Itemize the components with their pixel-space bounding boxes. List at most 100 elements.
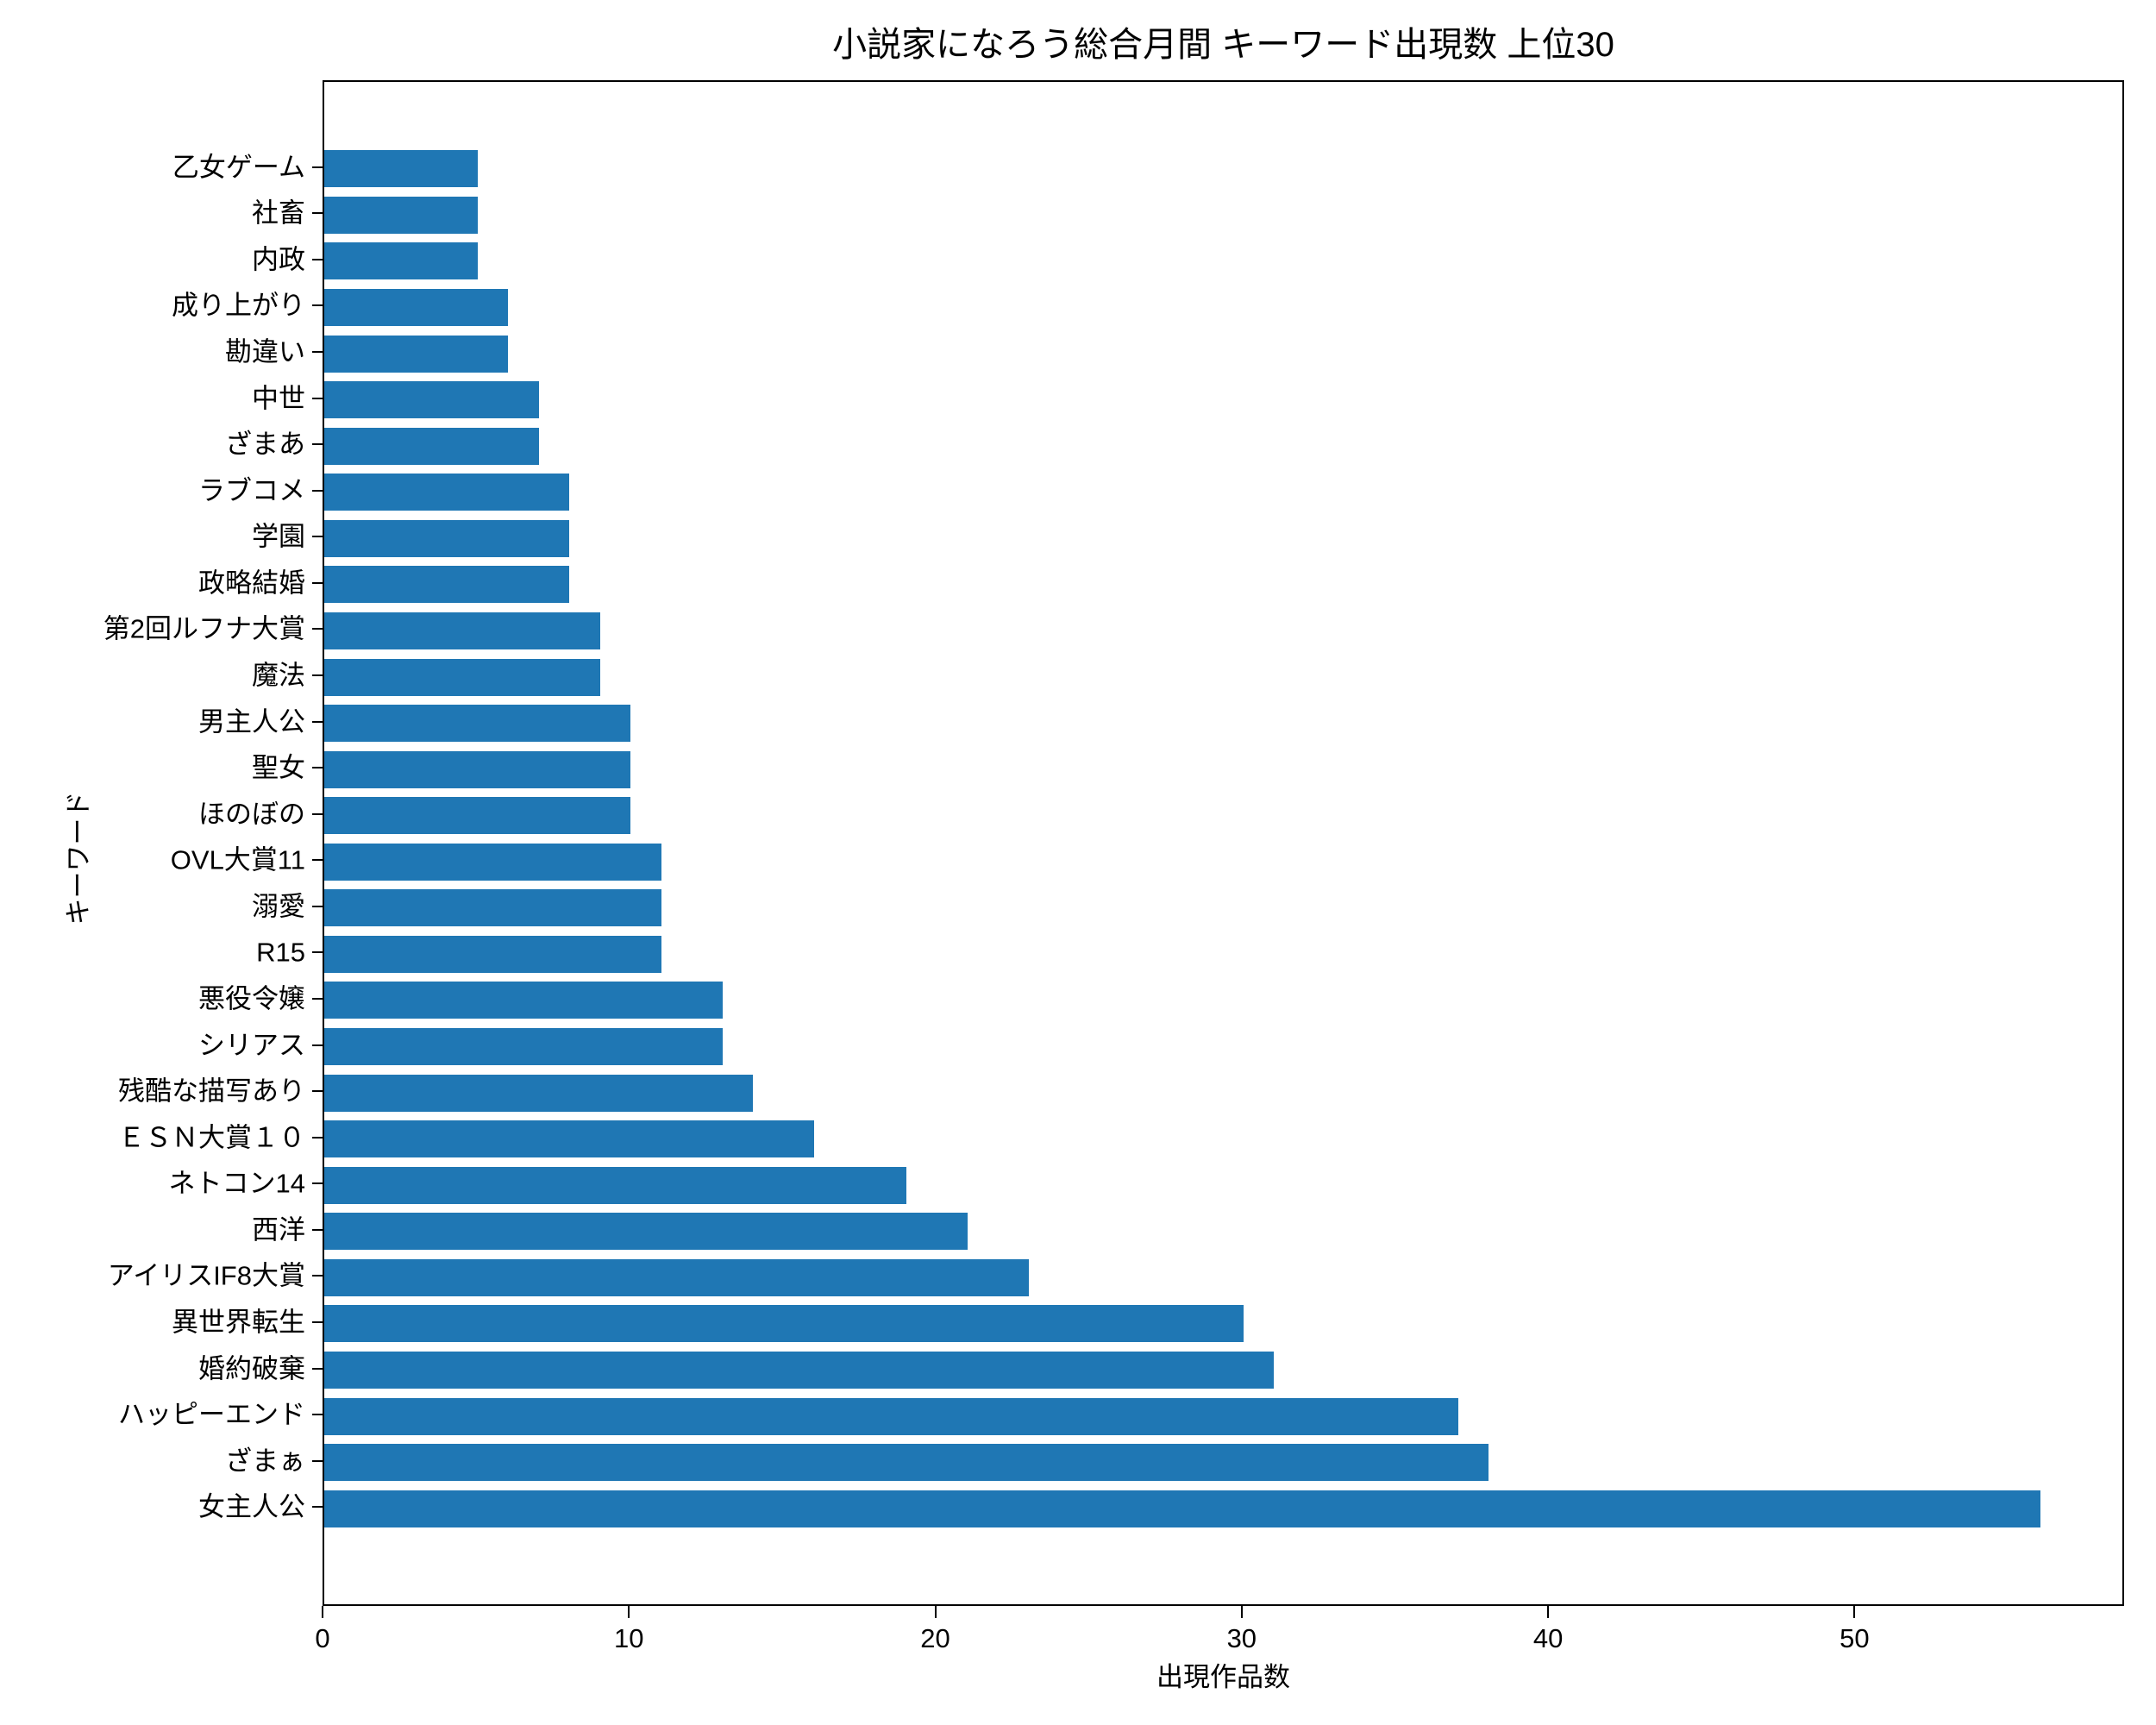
bar-26 — [324, 1305, 1244, 1343]
y-tick-label: ざまあ — [225, 429, 305, 460]
y-tick-mark — [312, 1182, 323, 1185]
y-tick-mark — [312, 166, 323, 168]
y-tick-label: 残酷な描写あり — [118, 1076, 305, 1107]
y-tick-mark — [312, 1459, 323, 1462]
bar-24 — [324, 1213, 968, 1251]
x-tick-label: 50 — [1839, 1623, 1870, 1653]
x-tick-label: 40 — [1532, 1623, 1564, 1653]
y-tick-label: 学園 — [252, 521, 305, 552]
y-tick-label: ほのぼの — [198, 799, 305, 830]
y-tick-label: アイリスIF8大賞 — [107, 1260, 305, 1291]
y-tick-label: 乙女ゲーム — [172, 152, 305, 183]
bar-18 — [324, 935, 661, 973]
y-tick-mark — [312, 1414, 323, 1416]
y-tick-label: 第2回ルフナ大賞 — [103, 613, 305, 644]
x-tick-mark — [1240, 1606, 1243, 1618]
y-tick-mark — [312, 1320, 323, 1323]
bar-9 — [324, 519, 570, 557]
bar-4 — [324, 288, 509, 326]
bar-6 — [324, 381, 539, 419]
y-tick-mark — [312, 905, 323, 907]
y-tick-label: 勘違い — [225, 336, 305, 367]
y-tick-label: 聖女 — [252, 752, 305, 783]
y-tick-label: ハッピーエンド — [118, 1399, 305, 1430]
y-tick-mark — [312, 536, 323, 538]
y-tick-label: ラブコメ — [198, 475, 305, 506]
bar-20 — [324, 1028, 723, 1066]
y-tick-mark — [312, 581, 323, 584]
y-tick-mark — [312, 443, 323, 446]
y-tick-label: 異世界転生 — [172, 1307, 305, 1338]
bar-22 — [324, 1120, 815, 1158]
y-tick-label: 溺愛 — [252, 891, 305, 922]
bar-14 — [324, 750, 631, 788]
y-tick-label: 中世 — [252, 383, 305, 414]
y-tick-mark — [312, 1228, 323, 1231]
y-tick-label: シリアス — [198, 1030, 305, 1061]
y-tick-label: ＥＳＮ大賞１０ — [118, 1122, 305, 1153]
y-tick-mark — [312, 859, 323, 862]
bar-3 — [324, 242, 478, 280]
x-tick-mark — [322, 1606, 323, 1618]
bar-15 — [324, 797, 631, 835]
bar-1 — [324, 150, 478, 188]
y-tick-mark — [312, 258, 323, 260]
y-tick-mark — [312, 951, 323, 954]
y-tick-mark — [312, 1136, 323, 1138]
y-tick-mark — [312, 720, 323, 723]
x-tick-mark — [1853, 1606, 1856, 1618]
y-tick-label: 男主人公 — [198, 706, 305, 737]
y-tick-mark — [312, 674, 323, 677]
bar-21 — [324, 1074, 754, 1112]
y-tick-mark — [312, 812, 323, 815]
y-tick-mark — [312, 1044, 323, 1046]
x-tick-label: 0 — [315, 1623, 330, 1653]
bar-7 — [324, 427, 539, 465]
y-tick-label: 社畜 — [252, 198, 305, 229]
x-tick-mark — [934, 1606, 937, 1618]
y-tick-label: 悪役令嬢 — [198, 983, 305, 1014]
y-tick-label: R15 — [256, 937, 305, 968]
chart-title: 小説家になろう総合月間 キーワード出現数 上位30 — [832, 26, 1614, 64]
bar-19 — [324, 982, 723, 1019]
bar-8 — [324, 474, 570, 511]
y-tick-label: 政略結婚 — [198, 568, 305, 599]
bar-28 — [324, 1397, 1458, 1435]
y-tick-label: ネトコン14 — [168, 1168, 305, 1199]
bar-16 — [324, 843, 661, 881]
x-tick-label: 20 — [920, 1623, 950, 1653]
y-tick-mark — [312, 1506, 323, 1509]
y-tick-mark — [312, 628, 323, 630]
y-tick-mark — [312, 351, 323, 354]
bar-13 — [324, 705, 631, 743]
x-tick-mark — [628, 1606, 630, 1618]
bar-2 — [324, 196, 478, 234]
bar-10 — [324, 566, 570, 604]
y-tick-mark — [312, 489, 323, 492]
x-tick-label: 30 — [1226, 1623, 1257, 1653]
bar-23 — [324, 1166, 907, 1204]
bar-29 — [324, 1444, 1489, 1482]
y-tick-label: 内政 — [252, 244, 305, 275]
bar-30 — [324, 1490, 2040, 1527]
x-tick-mark — [1547, 1606, 1550, 1618]
y-tick-mark — [312, 1090, 323, 1093]
y-tick-label: 西洋 — [252, 1214, 305, 1245]
plot-area — [323, 80, 2124, 1606]
x-axis-label: 出現作品数 — [1156, 1662, 1290, 1692]
bar-11 — [324, 612, 600, 649]
bar-5 — [324, 335, 509, 373]
bar-12 — [324, 658, 600, 696]
y-axis-label: キーワード — [63, 791, 94, 925]
y-tick-mark — [312, 212, 323, 215]
bar-27 — [324, 1352, 1275, 1389]
y-tick-mark — [312, 767, 323, 769]
y-tick-label: 魔法 — [252, 660, 305, 691]
y-tick-mark — [312, 997, 323, 1000]
y-tick-mark — [312, 1367, 323, 1370]
y-tick-label: OVL大賞11 — [170, 844, 305, 875]
y-tick-label: ざまぁ — [225, 1446, 305, 1477]
bar-17 — [324, 889, 661, 927]
x-tick-label: 10 — [614, 1623, 644, 1653]
